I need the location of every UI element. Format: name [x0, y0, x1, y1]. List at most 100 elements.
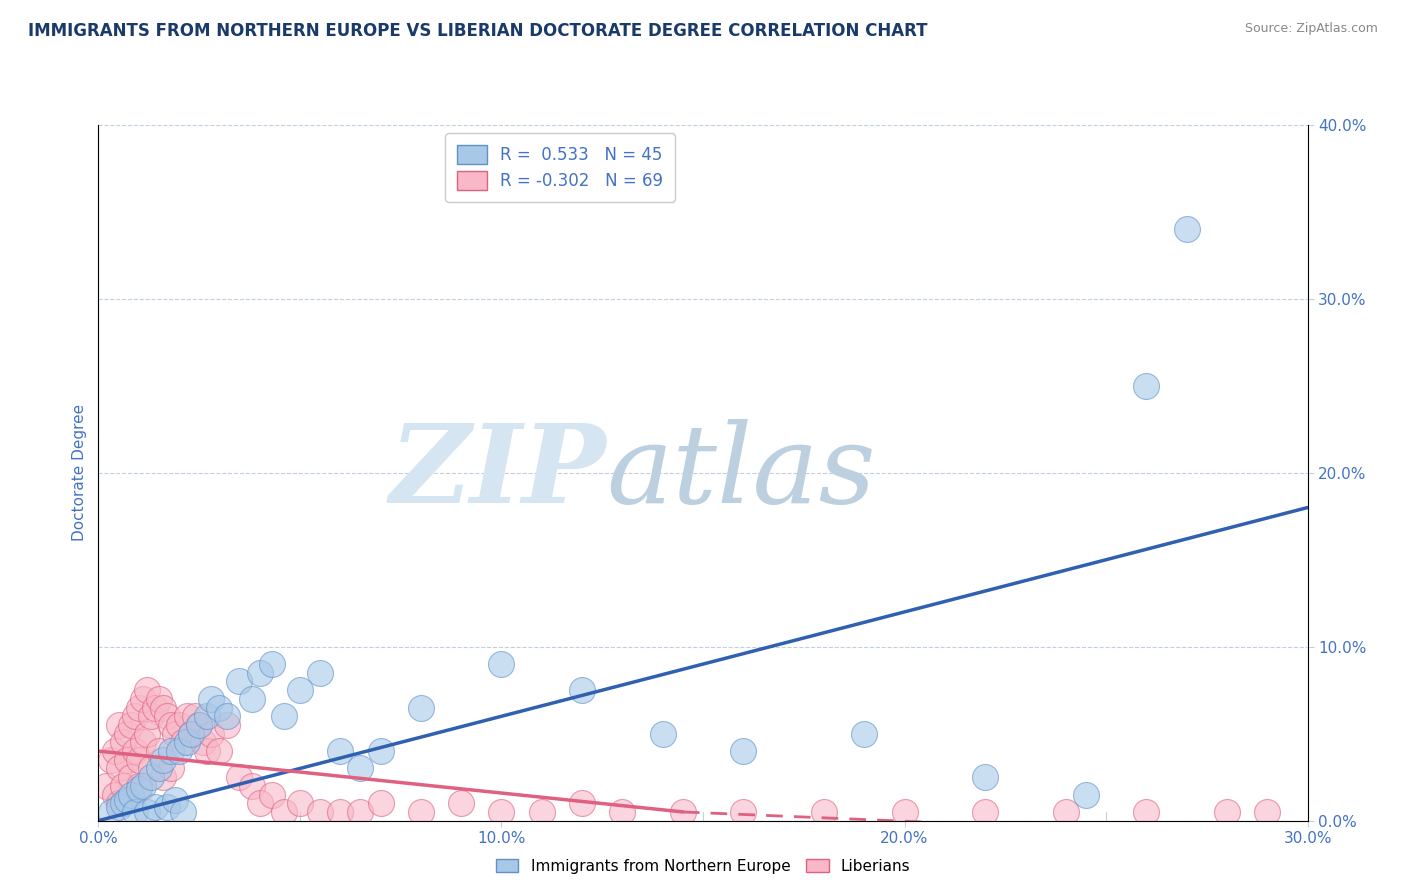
Point: [450, 796, 472, 810]
Point: [1175, 222, 1198, 236]
Point: [107, 761, 129, 775]
Point: [813, 805, 835, 819]
Point: [167, 718, 190, 732]
Point: [409, 805, 432, 819]
Point: [120, 788, 142, 802]
Point: [120, 718, 142, 732]
Point: [115, 793, 138, 807]
Point: [152, 753, 174, 767]
Point: [200, 692, 222, 706]
Point: [491, 805, 513, 819]
Point: [139, 709, 162, 723]
Point: [260, 788, 283, 802]
Point: [100, 753, 122, 767]
Point: [273, 709, 295, 723]
Point: [107, 799, 129, 814]
Point: [176, 709, 198, 723]
Point: [240, 692, 263, 706]
Point: [651, 726, 673, 740]
Point: [124, 744, 146, 758]
Point: [180, 726, 202, 740]
Point: [111, 779, 134, 793]
Point: [733, 805, 755, 819]
Point: [132, 692, 155, 706]
Point: [571, 683, 593, 698]
Point: [309, 665, 332, 680]
Point: [120, 770, 142, 784]
Point: [260, 657, 283, 671]
Point: [309, 805, 332, 819]
Point: [156, 799, 179, 814]
Point: [124, 805, 146, 819]
Point: [160, 744, 183, 758]
Point: [132, 779, 155, 793]
Point: [180, 726, 202, 740]
Point: [612, 805, 634, 819]
Point: [135, 805, 157, 819]
Legend: R =  0.533   N = 45, R = -0.302   N = 69: R = 0.533 N = 45, R = -0.302 N = 69: [446, 133, 675, 202]
Point: [172, 735, 194, 749]
Point: [370, 744, 392, 758]
Point: [124, 709, 146, 723]
Point: [111, 796, 134, 810]
Point: [195, 709, 218, 723]
Point: [188, 718, 211, 732]
Point: [974, 805, 997, 819]
Point: [208, 744, 231, 758]
Point: [853, 726, 876, 740]
Point: [172, 805, 194, 819]
Point: [163, 793, 186, 807]
Point: [139, 770, 162, 784]
Point: [193, 735, 215, 749]
Point: [152, 770, 174, 784]
Point: [228, 674, 250, 689]
Point: [139, 761, 162, 775]
Point: [249, 665, 271, 680]
Point: [152, 700, 174, 714]
Point: [107, 718, 129, 732]
Point: [1216, 805, 1239, 819]
Point: [156, 709, 179, 723]
Point: [115, 753, 138, 767]
Point: [163, 726, 186, 740]
Point: [128, 782, 150, 797]
Point: [148, 692, 170, 706]
Point: [195, 744, 218, 758]
Point: [217, 718, 239, 732]
Point: [240, 779, 263, 793]
Point: [672, 805, 695, 819]
Point: [200, 726, 222, 740]
Point: [132, 735, 155, 749]
Point: [100, 805, 122, 819]
Point: [273, 805, 295, 819]
Y-axis label: Doctorate Degree: Doctorate Degree: [72, 404, 87, 541]
Legend: Immigrants from Northern Europe, Liberians: Immigrants from Northern Europe, Liberia…: [489, 853, 917, 880]
Point: [143, 799, 166, 814]
Point: [188, 718, 211, 732]
Point: [1135, 378, 1157, 392]
Point: [409, 700, 432, 714]
Point: [208, 700, 231, 714]
Point: [143, 700, 166, 714]
Point: [733, 744, 755, 758]
Text: Source: ZipAtlas.com: Source: ZipAtlas.com: [1244, 22, 1378, 36]
Point: [167, 744, 190, 758]
Point: [96, 779, 118, 793]
Point: [1054, 805, 1077, 819]
Point: [115, 726, 138, 740]
Text: ZIP: ZIP: [389, 419, 606, 526]
Point: [148, 744, 170, 758]
Point: [491, 657, 513, 671]
Point: [217, 709, 239, 723]
Point: [103, 744, 125, 758]
Point: [349, 761, 371, 775]
Point: [176, 735, 198, 749]
Point: [1135, 805, 1157, 819]
Point: [571, 796, 593, 810]
Point: [160, 718, 183, 732]
Point: [128, 779, 150, 793]
Point: [370, 796, 392, 810]
Point: [135, 683, 157, 698]
Point: [128, 753, 150, 767]
Text: atlas: atlas: [606, 419, 876, 526]
